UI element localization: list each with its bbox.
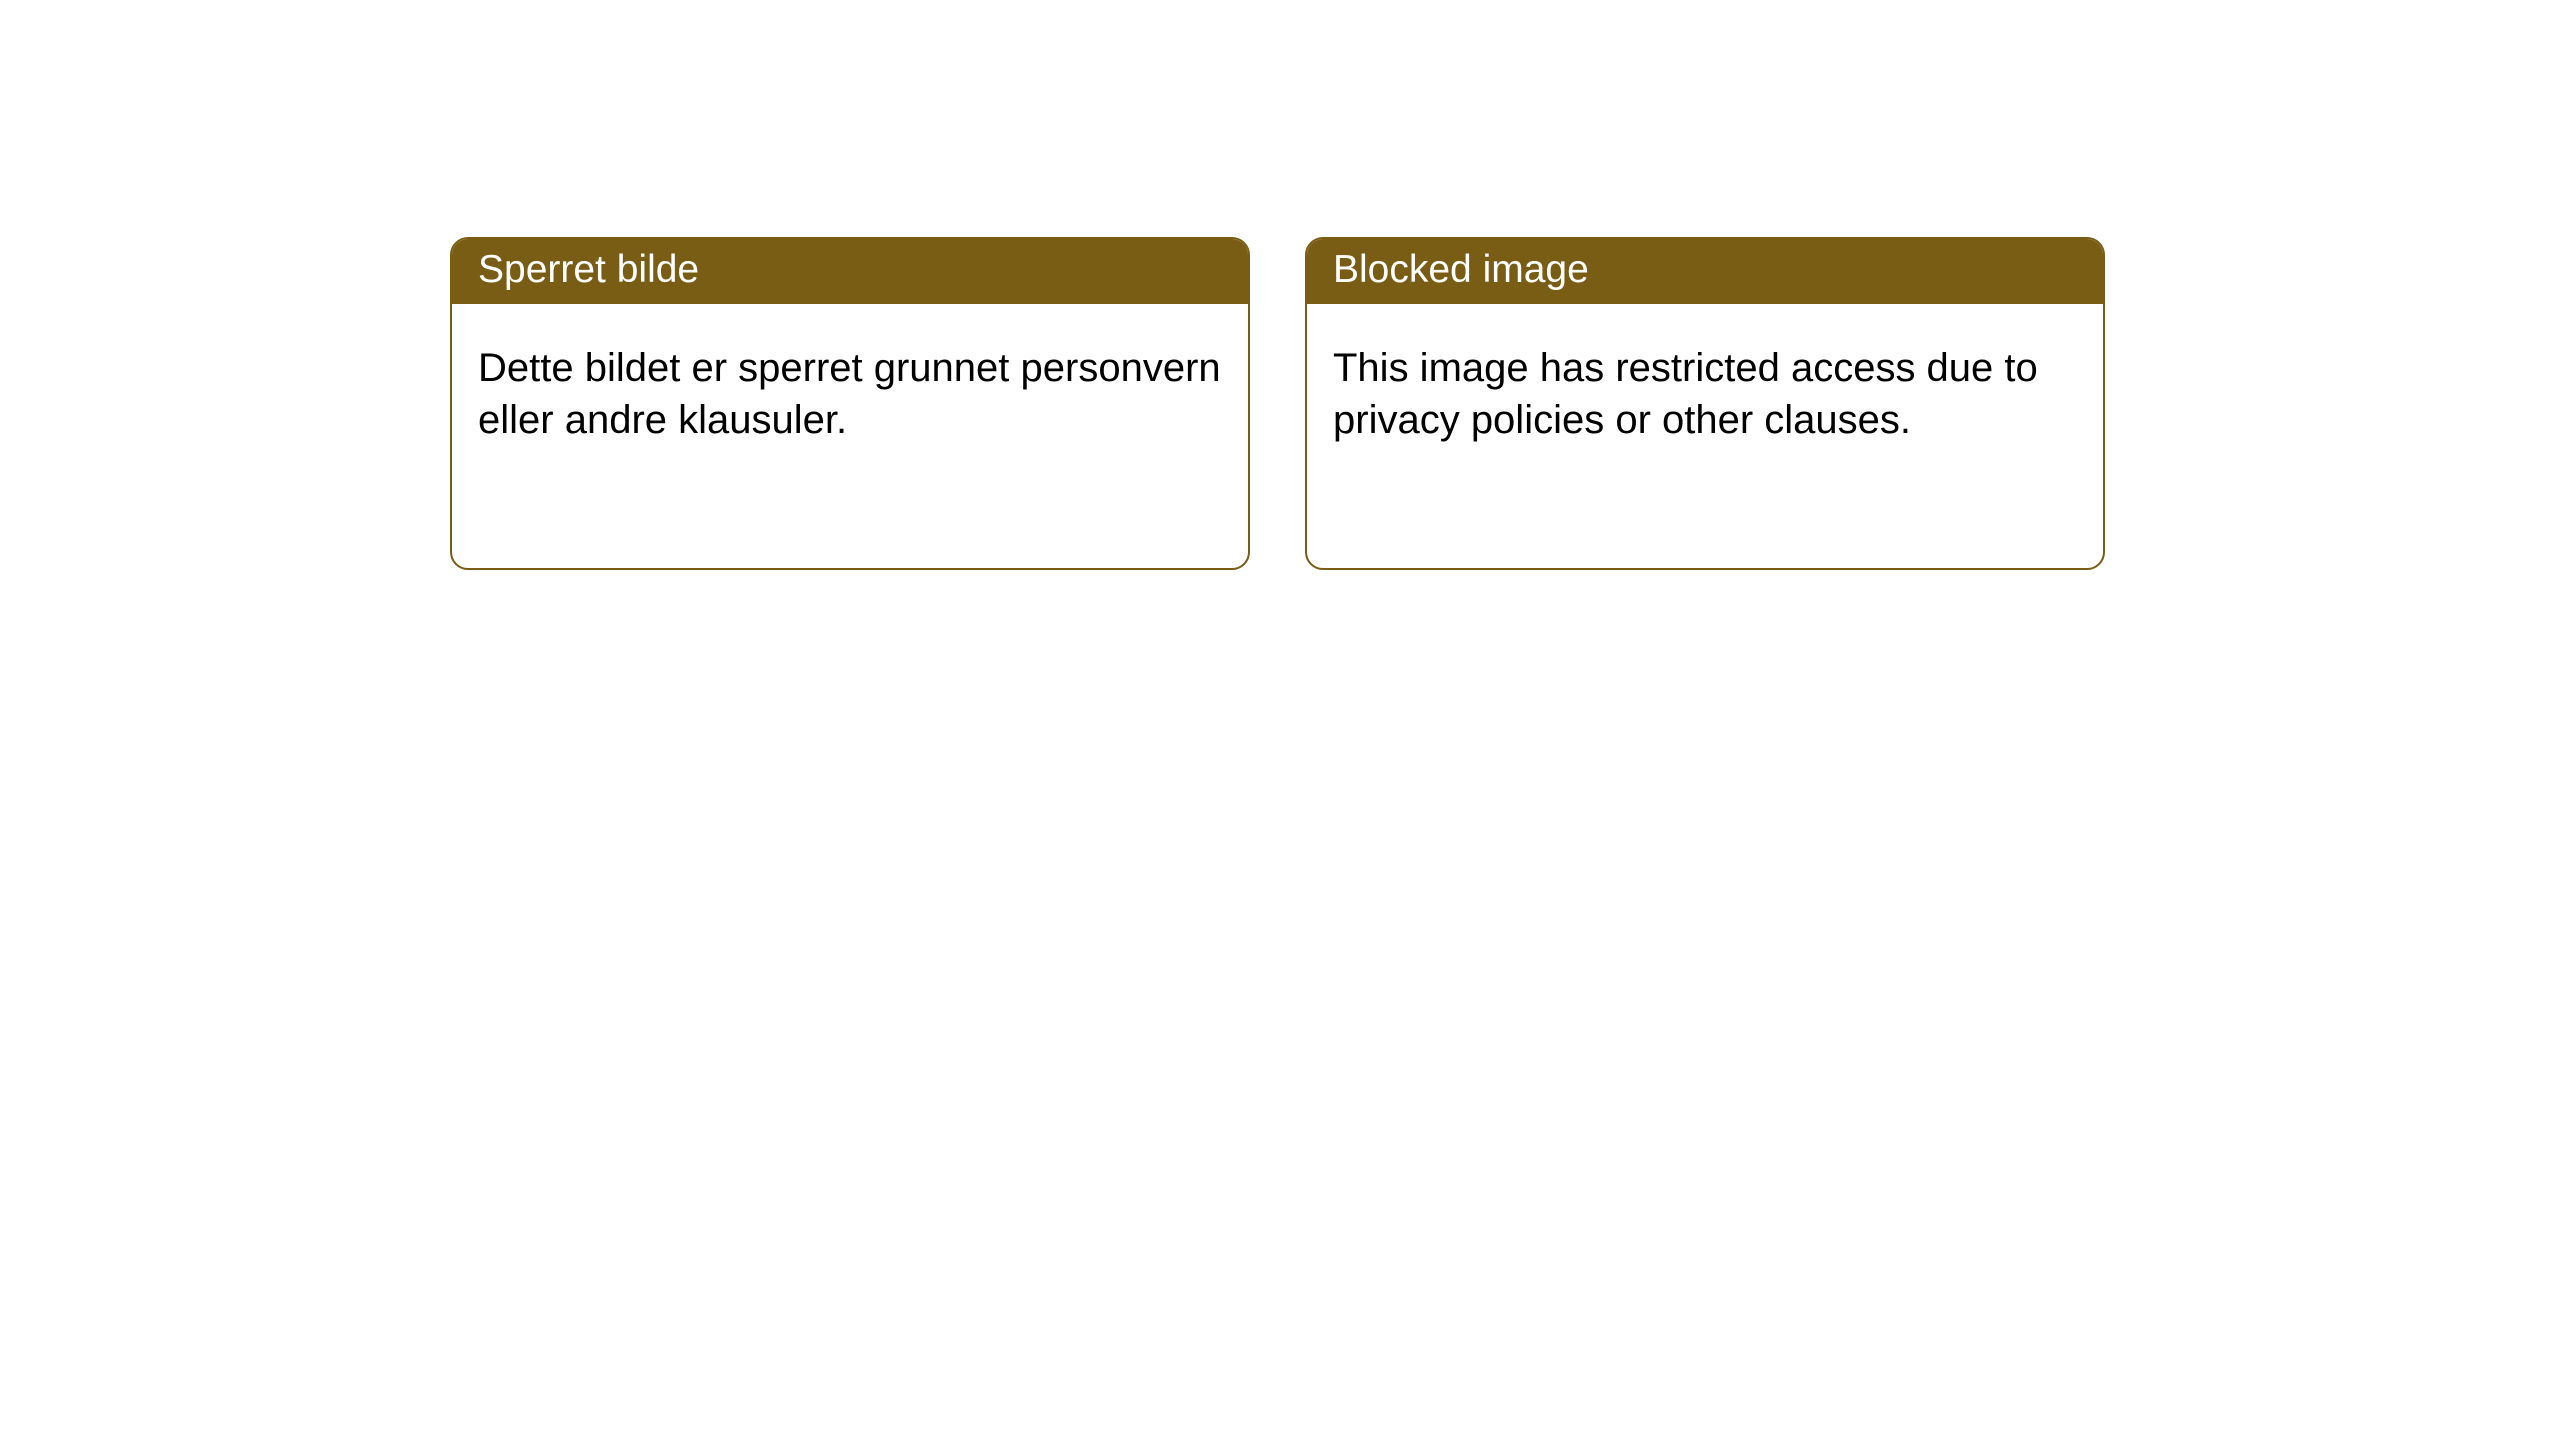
- notice-card-english: Blocked image This image has restricted …: [1305, 237, 2105, 570]
- notice-body-norwegian: Dette bildet er sperret grunnet personve…: [452, 304, 1248, 472]
- notice-title-norwegian: Sperret bilde: [452, 239, 1248, 304]
- notice-title-english: Blocked image: [1307, 239, 2103, 304]
- notice-card-norwegian: Sperret bilde Dette bildet er sperret gr…: [450, 237, 1250, 570]
- notice-body-english: This image has restricted access due to …: [1307, 304, 2103, 472]
- notice-container: Sperret bilde Dette bildet er sperret gr…: [0, 0, 2560, 570]
